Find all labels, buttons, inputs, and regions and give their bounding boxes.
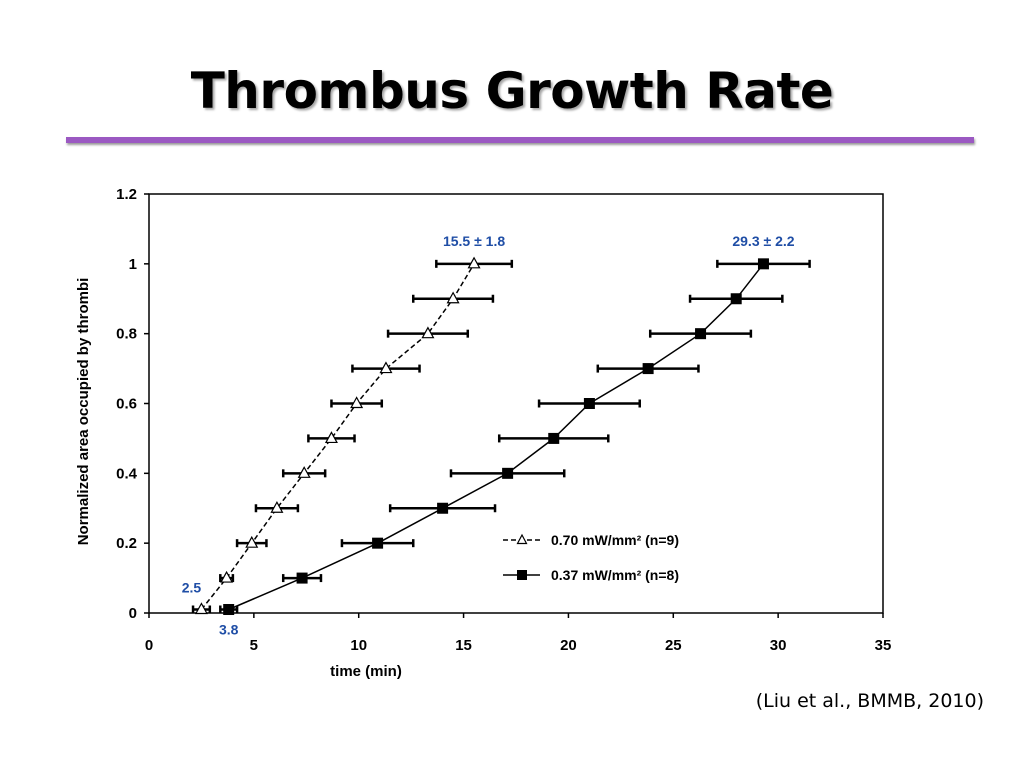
x-tick-label: 10: [350, 637, 367, 654]
data-point: [350, 396, 364, 409]
slide-title: Thrombus Growth Rate: [190, 62, 834, 120]
data-point: [245, 535, 259, 548]
data-point: [642, 363, 654, 375]
data-point: [296, 572, 308, 584]
y-tick-label: 0.2: [116, 535, 137, 552]
y-tick-label: 1: [129, 256, 137, 273]
y-tick-label: 0.6: [116, 396, 137, 413]
x-tick-label: 0: [145, 637, 153, 654]
legend-label: 0.37 mW/mm² (n=8): [551, 567, 679, 583]
plot-frame: [148, 193, 884, 614]
y-tick-label: 0.8: [116, 326, 137, 343]
legend-label: 0.70 mW/mm² (n=9): [551, 532, 679, 548]
x-tick-label: 25: [665, 637, 682, 654]
data-point: [297, 466, 311, 478]
data-point: [379, 361, 393, 374]
y-tick-label: 0: [129, 605, 137, 622]
data-point: [223, 604, 235, 616]
annotation-label: 2.5: [182, 580, 202, 596]
data-point: [583, 398, 595, 409]
data-point: [502, 467, 514, 479]
citation: (Liu et al., BMMB, 2010): [755, 690, 984, 712]
data-point: [548, 432, 560, 444]
x-tick-label: 15: [455, 637, 472, 654]
data-point: [324, 431, 338, 444]
data-point: [467, 256, 481, 269]
data-point: [730, 293, 742, 305]
legend-marker: [516, 533, 528, 545]
data-point: [757, 258, 769, 270]
y-tick-label: 0.4: [116, 465, 138, 482]
x-tick-label: 5: [250, 637, 258, 654]
data-point: [421, 326, 435, 339]
x-tick-label: 20: [560, 637, 577, 654]
data-point: [695, 328, 707, 340]
x-tick-label: 35: [875, 637, 892, 654]
y-tick-label: 1.2: [116, 186, 137, 203]
annotation-label: 3.8: [219, 622, 239, 638]
x-tick-label: 30: [770, 637, 787, 654]
legend-marker: [517, 570, 527, 580]
title-divider: [66, 137, 974, 143]
annotation-label: 15.5 ± 1.8: [443, 233, 505, 249]
data-point: [372, 537, 384, 549]
x-axis-label: time (min): [330, 663, 402, 680]
data-point: [270, 501, 284, 513]
data-point: [220, 570, 234, 583]
series-line: [200, 263, 475, 610]
data-point: [446, 291, 460, 304]
y-axis-label: Normalized area occupied by thrombi: [75, 278, 92, 546]
data-point: [437, 502, 449, 514]
annotation-label: 29.3 ± 2.2: [732, 233, 794, 249]
data-point: [194, 602, 208, 615]
